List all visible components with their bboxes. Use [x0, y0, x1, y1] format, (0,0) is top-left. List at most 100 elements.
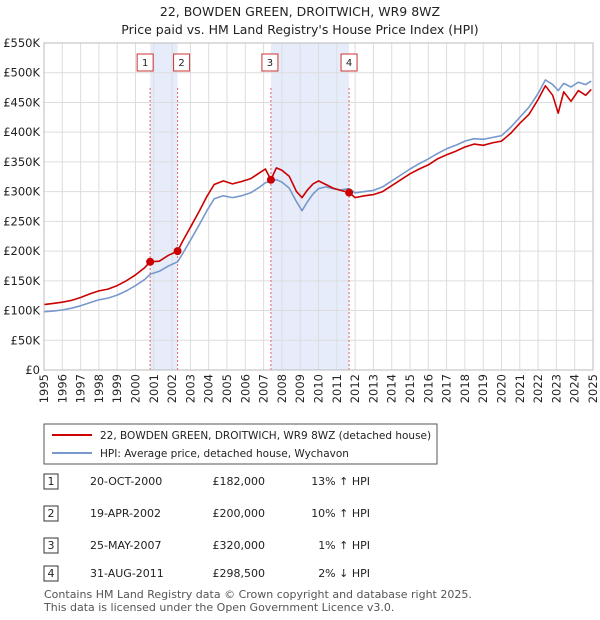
sale-marker-number: 4 [346, 58, 352, 69]
x-tick-label: 2010 [312, 374, 326, 403]
row-date: 31-AUG-2011 [90, 567, 164, 580]
plot-border [43, 42, 594, 371]
y-tick-label: £400K [3, 125, 40, 139]
row-hpi: 10% ↑ HPI [311, 507, 370, 520]
grid [43, 42, 594, 371]
x-tick-label: 2016 [421, 374, 435, 403]
sale-marker-box [261, 53, 279, 72]
x-tick-label: 2022 [531, 374, 545, 403]
legend-property-label: 22, BOWDEN GREEN, DROITWICH, WR9 8WZ (de… [100, 430, 431, 442]
legend-box [43, 423, 438, 465]
y-tick-label: £100K [3, 304, 40, 318]
x-tick-label: 1995 [37, 374, 51, 403]
sale-period-band [270, 43, 350, 370]
row-hpi: 2% ↓ HPI [318, 567, 370, 580]
footer-licence: This data is licensed under the Open Gov… [43, 601, 394, 614]
x-tick-label: 2005 [220, 374, 234, 403]
x-tick-label: 2019 [476, 374, 490, 403]
sale-marker-number: 1 [142, 58, 148, 69]
x-tick-label: 2013 [366, 374, 380, 403]
chart-subtitle: Price paid vs. HM Land Registry's House … [121, 22, 478, 37]
table-row: 3 25-MAY-2007 £320,000 1% ↑ HPI [43, 537, 370, 554]
row-hpi: 1% ↑ HPI [318, 539, 370, 552]
sale-marker-number: 3 [267, 58, 273, 69]
x-tick-label: 2008 [275, 374, 289, 403]
row-price: £182,000 [213, 475, 266, 488]
x-tick-label: 2023 [549, 374, 563, 403]
hpi-line [43, 79, 592, 313]
row-number: 3 [48, 539, 55, 552]
x-tick-label: 2002 [165, 374, 179, 403]
sale-marker-box [340, 53, 358, 72]
sale-points [146, 175, 354, 266]
series-lines [43, 79, 592, 313]
x-tick-label: 2015 [403, 374, 417, 403]
chart-title: 22, BOWDEN GREEN, DROITWICH, WR9 8WZ [160, 4, 440, 19]
x-tick-label: 2017 [440, 374, 454, 403]
x-tick-label: 2014 [385, 374, 399, 403]
row-number-box [43, 537, 59, 554]
y-tick-label: £150K [3, 274, 40, 288]
sale-marker-boxes: 1 2 3 4 [43, 42, 594, 371]
x-tick-label: 2003 [183, 374, 197, 403]
footer-copyright: Contains HM Land Registry data © Crown c… [44, 588, 472, 601]
sale-marker-box [173, 53, 191, 72]
x-tick-label: 2007 [257, 374, 271, 403]
x-axis-ticks: 1995 1996 1997 1998 1999 2000 2001 2002 2003 2004… [37, 374, 600, 403]
sale-point [173, 247, 182, 256]
row-hpi: 13% ↑ HPI [311, 475, 370, 488]
row-price: £320,000 [213, 539, 266, 552]
x-tick-label: 2000 [129, 374, 143, 403]
row-number: 4 [48, 567, 55, 580]
x-tick-label: 2012 [348, 374, 362, 403]
sale-marker-number: 2 [178, 58, 184, 69]
y-tick-label: £200K [3, 244, 40, 258]
property-price-line [43, 85, 592, 306]
x-tick-label: 2021 [513, 374, 527, 403]
table-row: 2 19-APR-2002 £200,000 10% ↑ HPI [43, 505, 370, 522]
sale-marker-box [136, 53, 154, 72]
x-tick-label: 1997 [74, 374, 88, 403]
y-tick-label: £500K [3, 66, 40, 80]
row-price: £200,000 [213, 507, 266, 520]
legend: 22, BOWDEN GREEN, DROITWICH, WR9 8WZ (de… [43, 423, 438, 465]
x-tick-label: 1999 [110, 374, 124, 403]
y-tick-label: £50K [11, 333, 41, 347]
x-tick-label: 2004 [202, 374, 216, 403]
row-number-box [43, 473, 59, 490]
row-number: 1 [48, 475, 55, 488]
y-tick-label: £550K [3, 36, 40, 50]
row-date: 25-MAY-2007 [90, 539, 162, 552]
row-number-box [43, 505, 59, 522]
sale-point [266, 175, 275, 184]
x-tick-label: 2018 [458, 374, 472, 403]
x-tick-label: 2024 [568, 374, 582, 403]
table-row: 1 20-OCT-2000 £182,000 13% ↑ HPI [43, 473, 370, 490]
row-date: 19-APR-2002 [90, 507, 161, 520]
row-date: 20-OCT-2000 [90, 475, 162, 488]
y-axis-ticks: £0 £50K £100K £150K £200K £250K £300K £350K £400… [3, 36, 40, 377]
x-tick-label: 2006 [238, 374, 252, 403]
x-tick-label: 1998 [92, 374, 106, 403]
x-tick-label: 2001 [147, 374, 161, 403]
sale-point [146, 257, 155, 266]
sale-marker-lines [149, 88, 350, 370]
x-tick-label: 2020 [495, 374, 509, 403]
x-tick-label: 2009 [293, 374, 307, 403]
table-row: 4 31-AUG-2011 £298,500 2% ↓ HPI [43, 565, 370, 582]
sale-period-band [150, 43, 178, 370]
legend-hpi-label: HPI: Average price, detached house, Wych… [100, 448, 349, 460]
y-tick-label: £350K [3, 155, 40, 169]
row-price: £298,500 [213, 567, 266, 580]
row-number: 2 [48, 507, 55, 520]
x-tick-label: 1996 [55, 374, 69, 403]
y-tick-label: £250K [3, 214, 40, 228]
y-tick-label: £0 [25, 363, 40, 377]
row-number-box [43, 565, 59, 582]
y-tick-label: £450K [3, 95, 40, 109]
sale-point [345, 188, 354, 197]
transactions-table: 1 20-OCT-2000 £182,000 13% ↑ HPI 2 19-AP… [43, 473, 370, 582]
y-tick-label: £300K [3, 185, 40, 199]
x-tick-label: 2011 [330, 374, 344, 403]
